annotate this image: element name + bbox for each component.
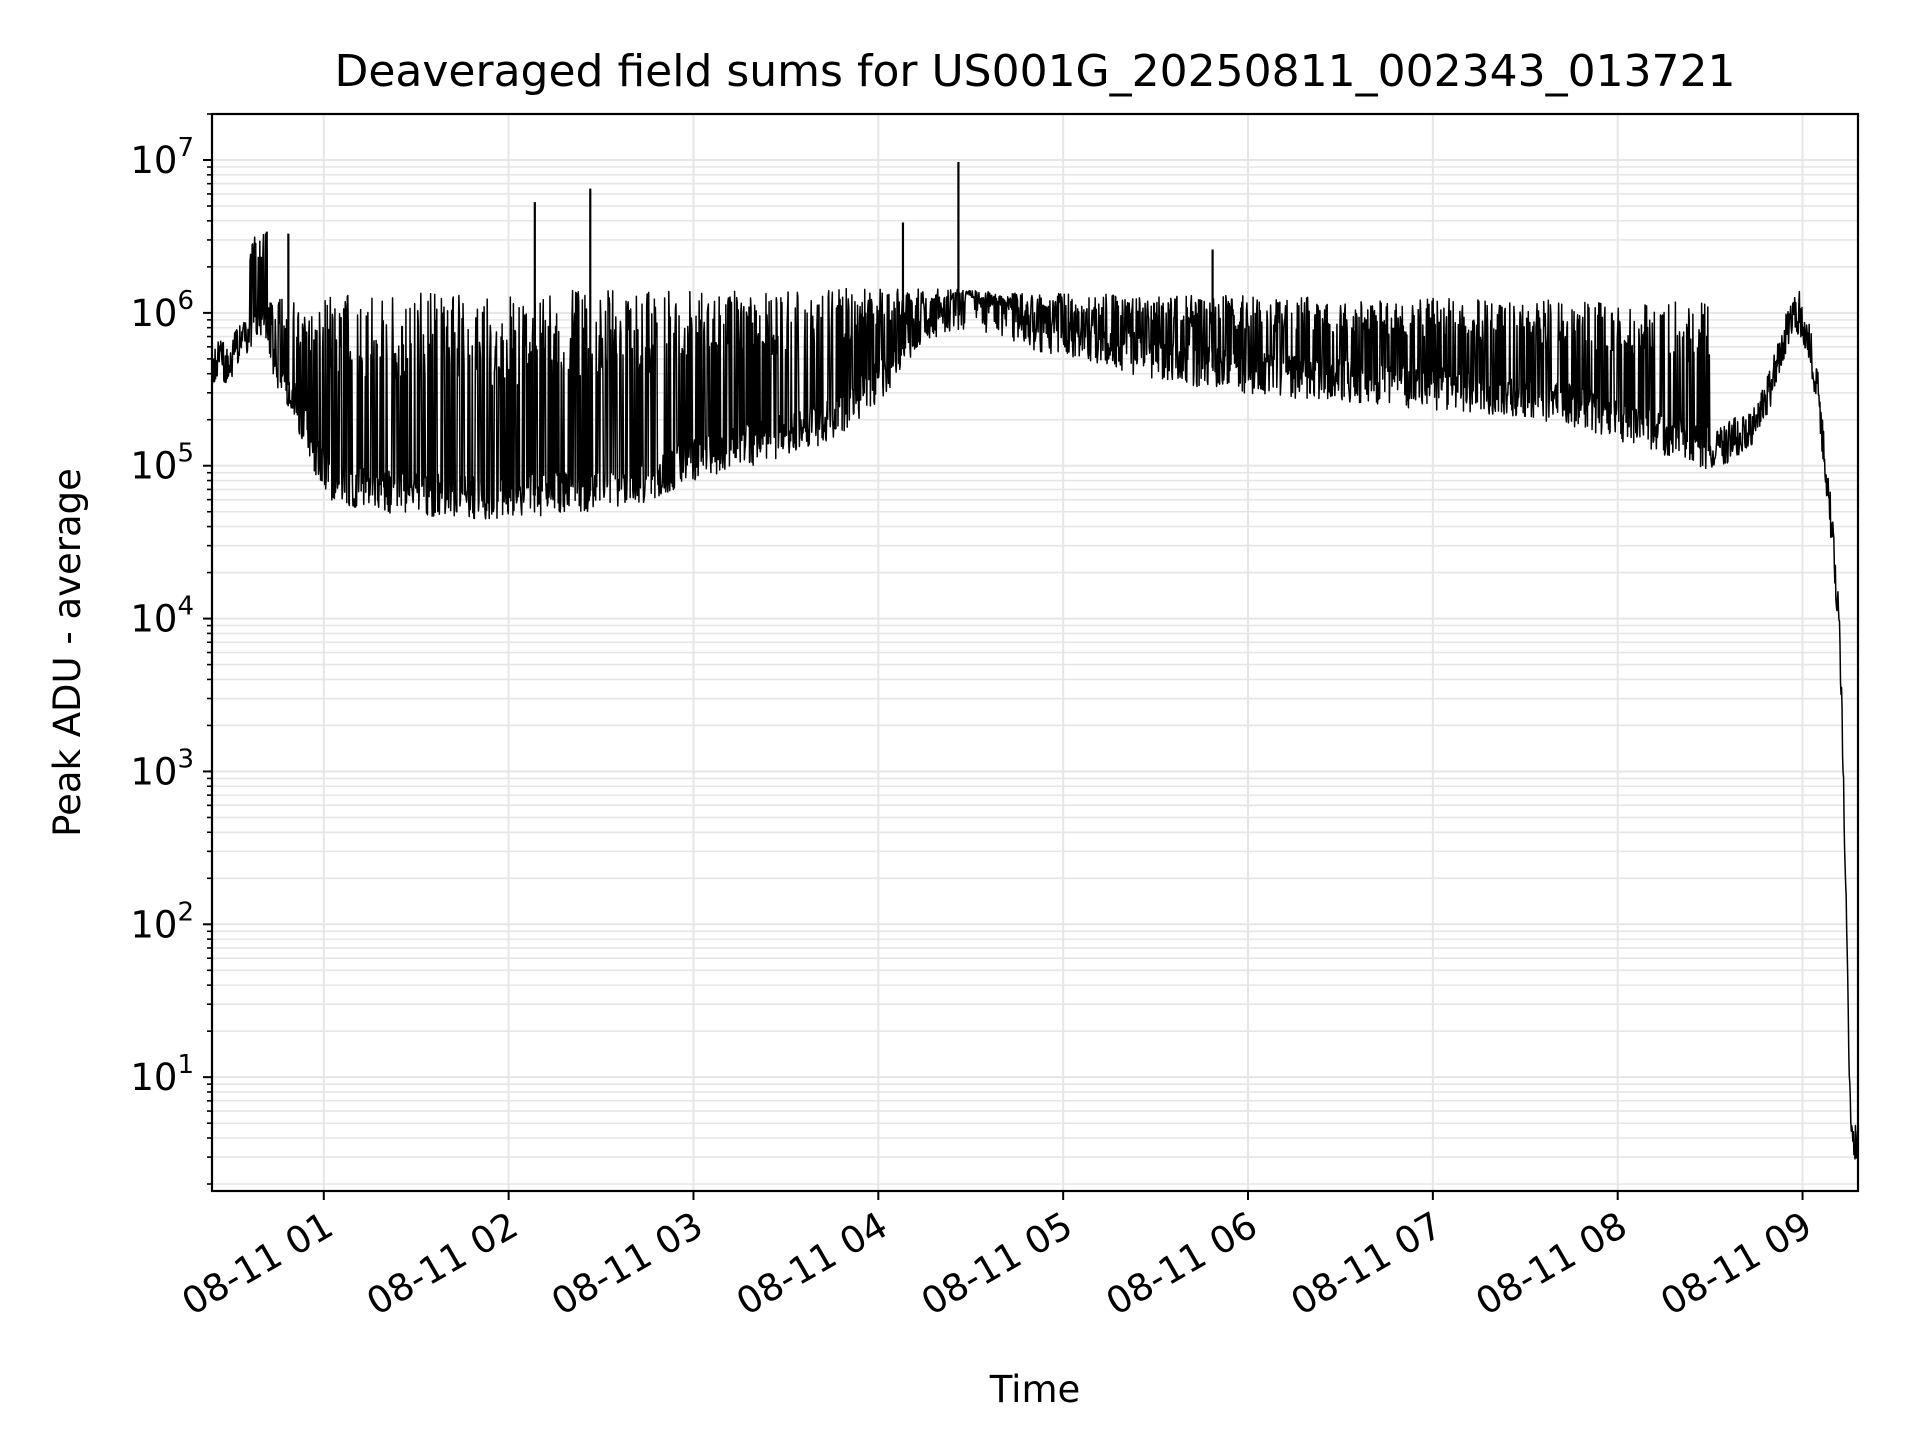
chart-title: Deaveraged field sums for US001G_2025081… xyxy=(334,46,1735,97)
series-line xyxy=(212,233,1858,1160)
y-tick-label: 101 xyxy=(130,1050,194,1099)
grid xyxy=(212,113,1858,1191)
y-axis-label: Peak ADU - average xyxy=(46,468,89,837)
y-tick-label: 102 xyxy=(130,897,194,946)
x-axis-label: Time xyxy=(989,1368,1081,1411)
y-tick-label: 104 xyxy=(130,592,194,641)
plot-area xyxy=(212,162,1858,1160)
y-tick-label: 105 xyxy=(130,439,194,488)
y-tick-label: 107 xyxy=(130,133,194,182)
y-tick-label: 103 xyxy=(130,744,194,793)
y-tick-label: 106 xyxy=(130,286,194,335)
